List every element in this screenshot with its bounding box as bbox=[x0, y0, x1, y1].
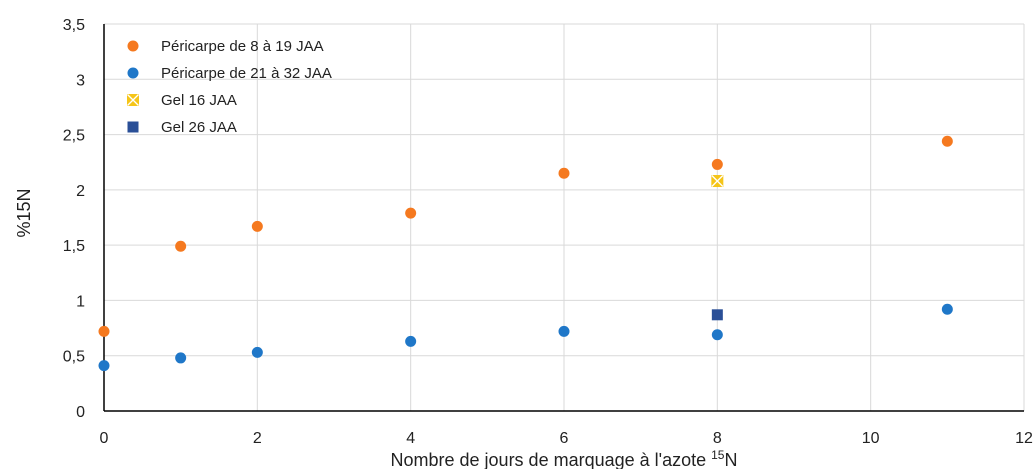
x-axis-title: Nombre de jours de marquage à l'azote 15… bbox=[391, 448, 738, 469]
x-tick-label: 2 bbox=[253, 430, 262, 447]
legend-label: Gel 16 JAA bbox=[161, 92, 237, 109]
y-tick-label: 1,5 bbox=[63, 238, 85, 255]
x-tick-label: 12 bbox=[1015, 430, 1033, 447]
data-point-series-2 bbox=[558, 325, 570, 337]
data-point-series-2 bbox=[251, 346, 263, 358]
data-point-series-1 bbox=[405, 207, 417, 219]
data-point-series-1 bbox=[251, 220, 263, 232]
x-tick-label: 6 bbox=[560, 430, 569, 447]
x-tick-label: 4 bbox=[406, 430, 415, 447]
x-tick-label: 8 bbox=[713, 430, 722, 447]
data-point-series-1 bbox=[711, 158, 723, 170]
y-tick-label: 2 bbox=[76, 183, 85, 200]
legend-label: Péricarpe de 8 à 19 JAA bbox=[161, 38, 324, 55]
legend-marker bbox=[127, 40, 139, 52]
legend-marker bbox=[127, 67, 139, 79]
data-point-series-3 bbox=[711, 175, 724, 188]
legend-item-1: Péricarpe de 8 à 19 JAA bbox=[127, 38, 324, 55]
data-point-series-1 bbox=[98, 325, 110, 337]
axes bbox=[103, 24, 1024, 412]
legend-marker bbox=[127, 94, 139, 106]
data-point-series-2 bbox=[405, 335, 417, 347]
x-axis-title-superscript: 15 bbox=[711, 448, 725, 462]
y-tick-label: 3,5 bbox=[63, 17, 85, 34]
x-axis-title-suffix: N bbox=[724, 450, 737, 469]
y-tick-label: 0,5 bbox=[63, 349, 85, 366]
data-point-series-1 bbox=[175, 240, 187, 252]
data-point-series-4 bbox=[711, 309, 723, 321]
data-points bbox=[98, 135, 953, 372]
tick-labels: 0 2 4 6 8 10 12 0 0,5 1 1,5 2 2,5 3 3,5 bbox=[63, 17, 1033, 447]
x-axis-title-main: Nombre de jours de marquage à l'azote bbox=[391, 450, 712, 469]
y-axis-title: %15N bbox=[14, 188, 34, 237]
x-tick-label: 0 bbox=[100, 430, 109, 447]
data-point-series-2 bbox=[711, 329, 723, 341]
data-point-series-2 bbox=[175, 352, 187, 364]
legend-marker bbox=[127, 121, 139, 133]
legend-item-3: Gel 16 JAA bbox=[127, 92, 237, 109]
legend: Péricarpe de 8 à 19 JAA Péricarpe de 21 à… bbox=[127, 38, 332, 136]
data-point-series-2 bbox=[98, 360, 110, 372]
x-tick-label: 10 bbox=[862, 430, 880, 447]
grid bbox=[104, 23, 1025, 411]
marker-cross bbox=[127, 94, 139, 106]
y-tick-label: 1 bbox=[76, 293, 85, 310]
legend-label: Péricarpe de 21 à 32 JAA bbox=[161, 65, 332, 82]
data-point-series-2 bbox=[941, 303, 953, 315]
y-tick-label: 3 bbox=[76, 72, 85, 89]
legend-item-2: Péricarpe de 21 à 32 JAA bbox=[127, 65, 332, 82]
data-point-series-1 bbox=[941, 135, 953, 147]
marker-cross bbox=[711, 175, 724, 187]
legend-label: Gel 26 JAA bbox=[161, 119, 237, 136]
data-point-series-1 bbox=[558, 167, 570, 179]
y-tick-label: 2,5 bbox=[63, 128, 85, 145]
legend-item-4: Gel 26 JAA bbox=[127, 119, 237, 136]
y-tick-label: 0 bbox=[76, 404, 85, 421]
